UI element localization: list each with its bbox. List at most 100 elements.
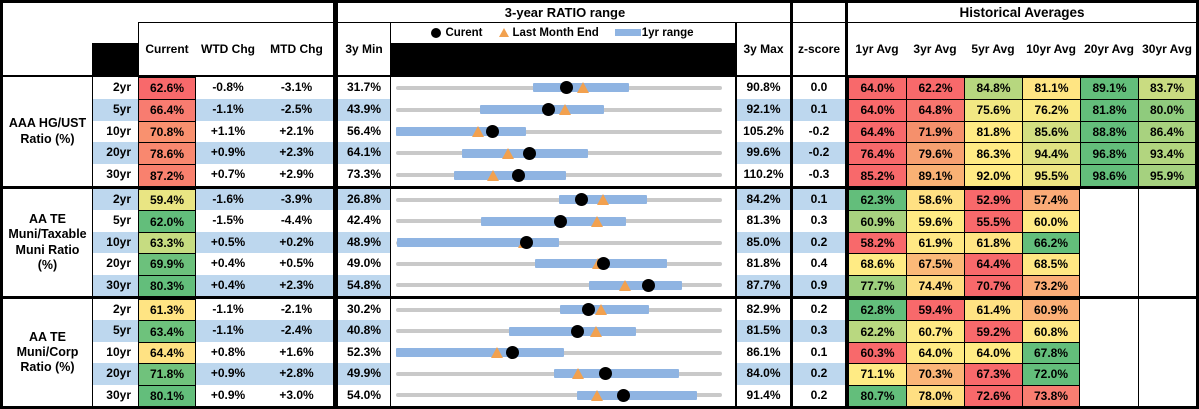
cell-avg: 77.7%	[848, 274, 906, 296]
row-stripe	[196, 253, 333, 275]
cell-wtd-chg: +0.8%	[210, 344, 246, 359]
cell-wtd-chg: -1.1%	[212, 323, 244, 338]
tenor-label: 2yr	[112, 192, 131, 206]
row-stripe	[338, 164, 390, 186]
row-stripe	[737, 189, 790, 211]
cell-avg: 61.8%	[964, 231, 1022, 254]
last-month-marker	[590, 215, 603, 227]
cell-3y-max: 84.0%	[746, 366, 781, 381]
cell-zscore: 0.4	[810, 256, 828, 271]
current-marker	[570, 324, 584, 338]
cell-mtd-chg: +2.3%	[279, 277, 314, 292]
cell-zscore: 0.1	[810, 344, 828, 359]
row-stripe	[793, 253, 845, 275]
row-stripe	[793, 120, 845, 143]
cell-avg: 94.4%	[1022, 142, 1080, 165]
cell-mtd-chg: -3.9%	[280, 192, 313, 206]
cell-current: 71.8%	[138, 363, 196, 385]
col-header-30yr-avg: 30yr Avg	[1138, 22, 1196, 75]
cell-wtd-chg: -0.8%	[212, 80, 244, 94]
row-stripe	[196, 210, 333, 232]
last-month-marker	[594, 304, 607, 316]
cell-wtd-chg: +0.4%	[210, 256, 246, 271]
legend-last-month-label: Last Month End	[512, 26, 599, 39]
current-marker	[597, 257, 611, 271]
grid-line	[845, 3, 848, 406]
range-line-3yr	[396, 283, 722, 288]
cell-avg: 60.9%	[1022, 299, 1080, 321]
cell-avg: 60.3%	[848, 341, 906, 364]
grid-line	[92, 77, 93, 406]
cell-avg: 62.8%	[848, 299, 906, 321]
range-bar-icon	[614, 29, 641, 36]
row-stripe	[338, 363, 390, 385]
cell-3y-max: 85.0%	[746, 234, 781, 249]
black-header-cell	[92, 43, 138, 77]
cell-3y-max: 81.8%	[746, 256, 781, 271]
tenor-label: 10yr	[106, 123, 131, 138]
grid-line	[333, 3, 338, 406]
row-stripe	[737, 384, 790, 406]
row-stripe	[793, 384, 845, 406]
grid-line	[790, 3, 793, 406]
cell-wtd-chg: +1.1%	[210, 123, 246, 138]
col-header-zscore: z-score	[793, 22, 845, 75]
border-right	[1196, 0, 1199, 409]
cell-avg: 88.8%	[1080, 120, 1138, 143]
grid-line	[735, 22, 737, 406]
grid-line	[1138, 189, 1139, 296]
row-stripe	[793, 189, 845, 211]
cell-avg: 64.0%	[848, 77, 906, 99]
cell-avg: 61.4%	[964, 299, 1022, 321]
last-month-triangle-icon	[498, 28, 509, 37]
current-marker	[506, 346, 520, 359]
cell-current: 59.4%	[138, 189, 196, 211]
cell-mtd-chg: +3.0%	[279, 387, 314, 402]
cell-current: 80.3%	[138, 274, 196, 296]
last-month-marker	[589, 325, 602, 337]
row-stripe	[92, 299, 138, 321]
cell-mtd-chg: +0.2%	[279, 234, 314, 249]
row-stripe	[196, 341, 333, 364]
row-stripe	[793, 274, 845, 296]
cell-mtd-chg: -3.1%	[280, 80, 313, 94]
chart-legend: Curent Last Month End 1yr range	[390, 22, 735, 43]
cell-zscore: 0.3	[810, 323, 828, 338]
group-separator	[3, 186, 1196, 189]
cell-avg: 89.1%	[906, 164, 964, 186]
row-stripe	[196, 189, 333, 211]
cell-avg: 67.8%	[1022, 341, 1080, 364]
cell-3y-max: 87.7%	[746, 277, 781, 292]
cell-wtd-chg: -1.6%	[212, 192, 244, 206]
tenor-label: 5yr	[112, 101, 131, 116]
last-month-marker	[558, 104, 571, 116]
cell-wtd-chg: -1.1%	[212, 101, 244, 116]
row-stripe	[793, 77, 845, 99]
cell-wtd-chg: +0.9%	[210, 366, 246, 381]
row-stripe	[737, 77, 790, 99]
cell-current: 64.4%	[138, 341, 196, 364]
current-marker	[519, 236, 533, 249]
row-stripe	[793, 299, 845, 321]
range-bar-1yr	[553, 369, 679, 379]
row-stripe	[338, 120, 390, 143]
cell-3y-max: 81.5%	[746, 323, 781, 338]
cell-wtd-chg: -1.5%	[212, 213, 244, 228]
row-stripe	[338, 142, 390, 165]
legend-current-item: Curent	[431, 27, 483, 39]
last-month-marker	[619, 279, 632, 291]
cell-mtd-chg: -2.4%	[280, 323, 313, 338]
last-month-marker	[596, 194, 609, 206]
row-stripe	[338, 231, 390, 254]
cell-avg: 74.4%	[906, 274, 964, 296]
cell-3y-min: 49.0%	[346, 256, 382, 271]
cell-avg: 75.6%	[964, 98, 1022, 121]
cell-avg: 64.8%	[906, 98, 964, 121]
row-stripe	[196, 77, 333, 99]
row-stripe	[92, 164, 138, 186]
group-label: AA TE Muni/Taxable Muni Ratio (%)	[3, 189, 92, 296]
last-month-marker	[572, 368, 585, 380]
cell-avg: 62.2%	[848, 320, 906, 342]
cell-3y-max: 91.4%	[746, 387, 781, 402]
row-stripe	[338, 253, 390, 275]
